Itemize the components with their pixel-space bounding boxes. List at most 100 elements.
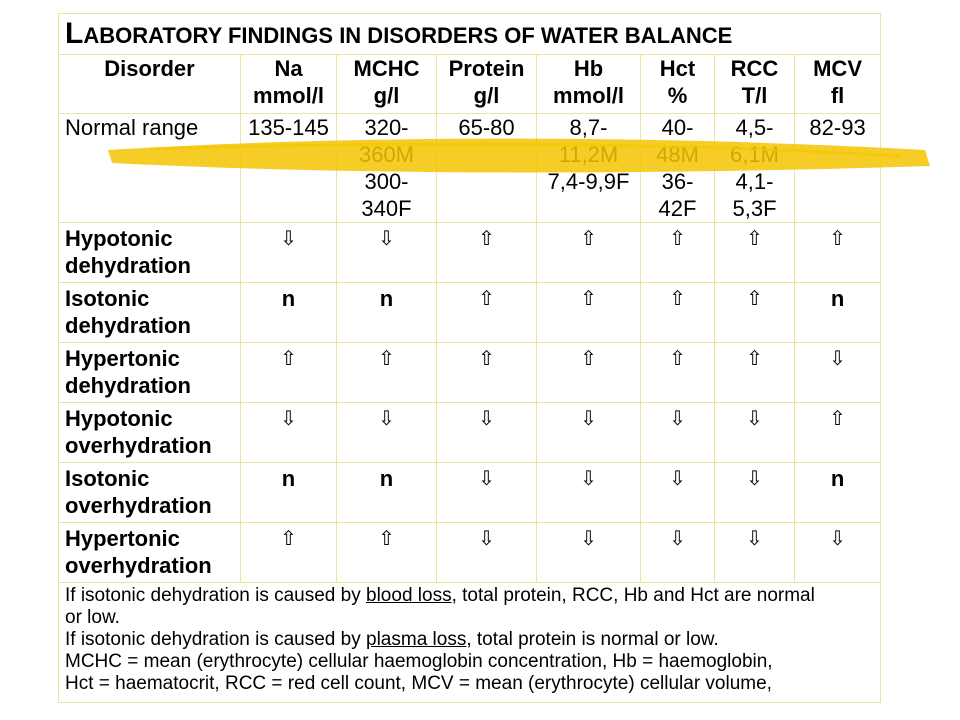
normal-hct: 40- 48M 36- 42F [640,113,715,223]
disorder-label: Isotonic overhydration [58,462,241,523]
cell-rcc: ⇩ [714,462,795,523]
cell-hb: ⇧ [536,342,641,403]
cell-hb: ⇩ [536,402,641,463]
cell-na: ⇧ [240,342,337,403]
disorder-label: Hypotonic overhydration [58,402,241,463]
header-disorder: Disorder [58,54,241,114]
footnote-1: If isotonic dehydration is caused by blo… [65,585,815,606]
cell-protein: ⇧ [436,222,537,283]
arrow-down-icon: ⇩ [280,228,297,250]
cell-mchc: ⇧ [336,342,437,403]
arrow-down-icon: ⇩ [829,348,846,370]
normal-hb: 8,7- 11,2M 7,4-9,9F [536,113,641,223]
arrow-up-icon: ⇧ [378,528,395,550]
arrow-up-icon: ⇧ [478,228,495,250]
cell-protein: ⇩ [436,462,537,523]
arrow-up-icon: ⇧ [580,348,597,370]
normal-mchc: 320- 360M 300- 340F [336,113,437,223]
cell-mcv: ⇧ [793,402,882,463]
table-row: Isotonic dehydration n n ⇧ ⇧ ⇧ ⇧ n [58,282,882,343]
normal-marker: n [281,286,296,311]
cell-na: n [240,282,337,343]
lab-findings-table: LABORATORY FINDINGS IN DISORDERS OF WATE… [57,13,882,703]
disorder-label: Hypertonic overhydration [58,522,241,583]
cell-na: n [240,462,337,523]
arrow-up-icon: ⇧ [669,348,686,370]
arrow-down-icon: ⇩ [580,468,597,490]
cell-hct: ⇧ [640,282,715,343]
cell-hct: ⇧ [640,342,715,403]
arrow-up-icon: ⇧ [280,528,297,550]
cell-na: ⇩ [240,402,337,463]
cell-hb: ⇧ [536,282,641,343]
cell-hb: ⇩ [536,462,641,523]
header-hb: Hb mmol/l [536,54,641,114]
normal-range-row: Normal range 135-145 320- 360M 300- 340F 65… [58,113,882,223]
table-title: LABORATORY FINDINGS IN DISORDERS OF WATE… [57,13,882,55]
footnote-1-cont: or low. [65,607,120,628]
cell-na: ⇩ [240,222,337,283]
arrow-down-icon: ⇩ [669,528,686,550]
cell-mchc: ⇩ [336,222,437,283]
cell-mchc: ⇧ [336,522,437,583]
cell-rcc: ⇩ [714,522,795,583]
cell-rcc: ⇧ [714,342,795,403]
cell-mcv: ⇩ [793,522,882,583]
cell-mchc: n [336,282,437,343]
table-row: Hypertonic dehydration ⇧ ⇧ ⇧ ⇧ ⇧ ⇧ ⇩ [58,342,882,403]
cell-na: ⇧ [240,522,337,583]
cell-hb: ⇧ [536,222,641,283]
cell-protein: ⇩ [436,522,537,583]
arrow-up-icon: ⇧ [280,348,297,370]
arrow-down-icon: ⇩ [478,528,495,550]
cell-mcv: ⇩ [793,342,882,403]
footnote-3: MCHC = mean (erythrocyte) cellular haemo… [65,651,773,672]
cell-mchc: n [336,462,437,523]
disorder-label: Isotonic dehydration [58,282,241,343]
normal-na: 135-145 [240,113,337,223]
cell-mcv: n [793,282,882,343]
cell-protein: ⇧ [436,342,537,403]
header-rcc: RCC T/l [714,54,795,114]
arrow-up-icon: ⇧ [829,228,846,250]
cell-hb: ⇩ [536,522,641,583]
arrow-up-icon: ⇧ [746,228,763,250]
arrow-down-icon: ⇩ [378,408,395,430]
footnote-4: Hct = haematocrit, RCC = red cell count,… [65,673,772,694]
header-mcv: MCV fl [793,54,882,114]
table-row: Hypotonic overhydration ⇩ ⇩ ⇩ ⇩ ⇩ ⇩ ⇧ [58,402,882,463]
cell-mchc: ⇩ [336,402,437,463]
cell-rcc: ⇩ [714,402,795,463]
arrow-up-icon: ⇧ [580,288,597,310]
arrow-up-icon: ⇧ [580,228,597,250]
footnote-2: If isotonic dehydration is caused by pla… [65,629,719,650]
normal-mcv: 82-93 [793,113,882,223]
table-row: Hypotonic dehydration ⇩ ⇩ ⇧ ⇧ ⇧ ⇧ ⇧ [58,222,882,283]
cell-protein: ⇩ [436,402,537,463]
cell-mcv: n [793,462,882,523]
normal-marker: n [830,286,845,311]
cell-hct: ⇧ [640,222,715,283]
cell-hct: ⇩ [640,462,715,523]
header-na: Na mmol/l [240,54,337,114]
cell-hct: ⇩ [640,402,715,463]
arrow-up-icon: ⇧ [669,288,686,310]
header-row: Disorder Na mmol/l MCHC g/l Protein g/l Hb m… [58,54,882,114]
normal-rcc: 4,5- 6,1M 4,1- 5,3F [714,113,795,223]
arrow-up-icon: ⇧ [746,348,763,370]
header-protein: Protein g/l [436,54,537,114]
normal-marker: n [379,286,394,311]
arrow-up-icon: ⇧ [378,348,395,370]
header-mchc: MCHC g/l [336,54,437,114]
arrow-down-icon: ⇩ [378,228,395,250]
arrow-down-icon: ⇩ [478,408,495,430]
arrow-down-icon: ⇩ [746,408,763,430]
cell-protein: ⇧ [436,282,537,343]
normal-marker: n [281,466,296,491]
arrow-up-icon: ⇧ [829,408,846,430]
arrow-down-icon: ⇩ [829,528,846,550]
arrow-down-icon: ⇩ [280,408,297,430]
table-row: Hypertonic overhydration ⇧ ⇧ ⇩ ⇩ ⇩ ⇩ ⇩ [58,522,882,583]
header-hct: Hct% [640,54,715,114]
